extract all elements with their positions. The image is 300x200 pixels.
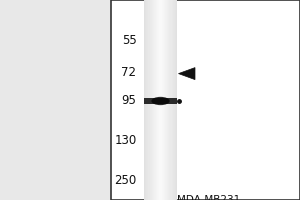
- Bar: [152, 0, 153, 200]
- Ellipse shape: [152, 97, 169, 105]
- Bar: [172, 0, 174, 200]
- Bar: [168, 0, 169, 200]
- Text: 95: 95: [122, 94, 136, 106]
- Bar: [176, 0, 177, 200]
- Text: 250: 250: [114, 173, 136, 186]
- Bar: [164, 0, 165, 200]
- Bar: [165, 0, 166, 200]
- Bar: [154, 0, 155, 200]
- Polygon shape: [178, 68, 195, 80]
- Bar: [146, 0, 147, 200]
- Bar: [166, 0, 167, 200]
- Bar: [144, 98, 177, 104]
- Bar: [158, 0, 159, 200]
- Bar: [169, 0, 170, 200]
- Bar: [151, 0, 152, 200]
- Text: MDA-MB231: MDA-MB231: [177, 195, 240, 200]
- Bar: [160, 0, 162, 200]
- Bar: [156, 0, 157, 200]
- Bar: [170, 0, 172, 200]
- Bar: [148, 0, 149, 200]
- Bar: [167, 0, 168, 200]
- Bar: [155, 0, 156, 200]
- Bar: [149, 0, 151, 200]
- Text: 130: 130: [114, 134, 136, 146]
- Bar: [159, 0, 160, 200]
- Text: 72: 72: [122, 66, 136, 79]
- Bar: [153, 0, 154, 200]
- Bar: [147, 0, 148, 200]
- Bar: [174, 0, 175, 200]
- Bar: [163, 0, 164, 200]
- Bar: [157, 0, 158, 200]
- Bar: [144, 0, 145, 200]
- Bar: [111, 0, 300, 200]
- Bar: [162, 0, 163, 200]
- Bar: [175, 0, 176, 200]
- Bar: [145, 0, 146, 200]
- Text: 55: 55: [122, 33, 136, 46]
